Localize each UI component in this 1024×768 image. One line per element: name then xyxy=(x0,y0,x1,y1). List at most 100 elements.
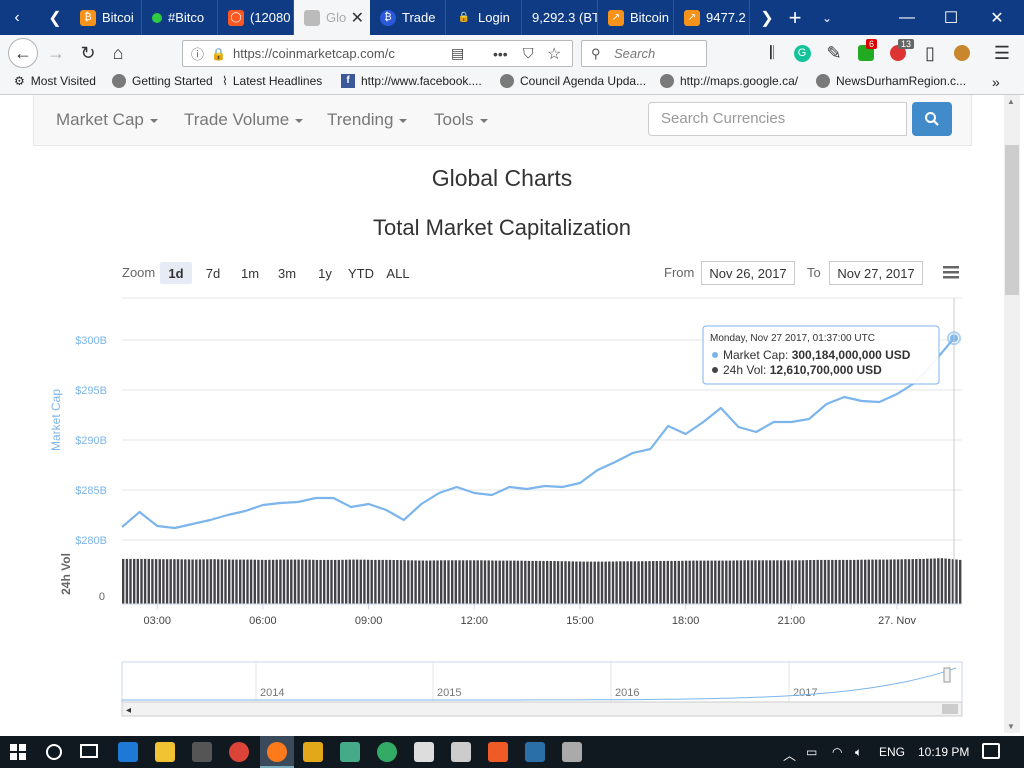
zoom-7d-button[interactable]: 7d xyxy=(205,265,221,281)
to-date-input[interactable]: Nov 27, 2017 xyxy=(829,261,923,285)
firefox-taskbar-button[interactable] xyxy=(260,736,294,768)
reader-view-icon[interactable]: ▤ xyxy=(451,45,465,61)
bookmarks-overflow-icon[interactable]: » xyxy=(992,74,1000,90)
task-view-icon[interactable] xyxy=(80,744,98,758)
volume-bar xyxy=(535,560,538,604)
library-icon[interactable]: 𝄃 xyxy=(769,42,775,63)
clock[interactable]: 10:19 PM xyxy=(918,745,970,759)
volume-bar xyxy=(805,560,808,604)
wifi-icon[interactable]: ◠ xyxy=(832,745,843,759)
tab-trade[interactable]: ₿ Trade xyxy=(370,0,446,35)
scroll-up-icon[interactable]: ▲ xyxy=(1007,97,1015,106)
y-tick-label: $280B xyxy=(75,535,107,547)
tray-overflow-icon[interactable]: ︿ xyxy=(783,748,797,763)
currency-search-button[interactable] xyxy=(912,102,952,136)
bookmark-most-visited[interactable]: ⚙ Most Visited xyxy=(14,74,96,88)
tab-login[interactable]: 🔒 Login xyxy=(446,0,522,35)
window-close-icon[interactable]: ✕ xyxy=(990,9,1004,27)
mail-icon[interactable] xyxy=(414,742,434,762)
navigator-handle[interactable] xyxy=(943,667,951,683)
action-center-icon[interactable] xyxy=(982,743,1000,759)
tab-bitcoin-1[interactable]: ₿ Bitcoi xyxy=(70,0,142,35)
zoom-all-button[interactable]: ALL xyxy=(386,265,410,281)
hamburger-menu-icon[interactable]: ☰ xyxy=(993,42,1011,63)
file-explorer-icon[interactable] xyxy=(155,742,175,762)
zoom-ytd-button[interactable]: YTD xyxy=(348,265,374,281)
tab-bitcoin-hashtag[interactable]: #Bitco xyxy=(142,0,218,35)
from-date-input[interactable]: Nov 26, 2017 xyxy=(701,261,795,285)
navigator[interactable] xyxy=(121,661,963,703)
volume-bar xyxy=(831,559,834,604)
browser-search-field[interactable]: ⚲ Search xyxy=(581,40,707,67)
adblock-icon[interactable] xyxy=(884,39,912,67)
list-all-tabs-icon[interactable]: ⌄ xyxy=(821,10,833,25)
scroll-down-icon[interactable]: ▼ xyxy=(1007,722,1015,731)
volume-bar xyxy=(502,560,505,604)
calculator-icon[interactable] xyxy=(451,742,471,762)
tab-close-icon[interactable]: ✕ xyxy=(350,9,364,27)
navigator-scroll-thumb[interactable] xyxy=(942,704,958,714)
edge-icon[interactable] xyxy=(118,742,138,762)
grammarly-icon[interactable]: G xyxy=(788,39,816,67)
store-icon[interactable] xyxy=(192,742,212,762)
language-indicator[interactable]: ENG xyxy=(879,745,906,759)
bookmark-council-agenda[interactable]: Council Agenda Upda... xyxy=(500,74,646,88)
pocket-icon[interactable]: ⛉ xyxy=(523,45,534,61)
calculator-grid-icon[interactable] xyxy=(303,742,323,762)
monkey-extension-icon[interactable] xyxy=(948,39,976,67)
tab-scroll-left-icon[interactable]: ‹ xyxy=(14,8,20,26)
zoom-1m-button[interactable]: 1m xyxy=(240,265,260,281)
back-button[interactable]: ← xyxy=(8,38,38,68)
maximize-icon[interactable]: ☐ xyxy=(943,9,959,27)
bookmark-star-icon[interactable]: ☆ xyxy=(547,45,562,63)
tab-btc-price[interactable]: 9,292.3 (BT xyxy=(522,0,598,35)
market-cap-chart[interactable]: $280B $285B $290B $295B $300B Market Cap 0 24h … xyxy=(0,290,1004,730)
volume-icon[interactable]: 🔈︎ xyxy=(855,745,863,759)
nav-market-cap[interactable]: Market Cap xyxy=(56,110,158,130)
url-bar[interactable]: ⓘ 🔒 https://coinmarketcap.com/c ▤ ••• ⛉ … xyxy=(182,40,573,67)
tab-bitcoin-2[interactable]: ↗ Bitcoin xyxy=(598,0,674,35)
battery-icon[interactable]: ▭ xyxy=(806,745,818,759)
extension-green-icon[interactable] xyxy=(852,39,880,67)
minimize-icon[interactable]: — xyxy=(899,8,915,26)
info-icon[interactable]: ⓘ xyxy=(191,47,205,62)
forward-button[interactable]: → xyxy=(47,42,65,63)
firefox-icon xyxy=(267,742,287,762)
tab-notifications[interactable]: ◯ (12080 xyxy=(218,0,294,35)
new-tab-icon[interactable]: + xyxy=(788,4,802,30)
zoom-1y-button[interactable]: 1y xyxy=(318,265,332,281)
photos-icon[interactable] xyxy=(562,742,582,762)
zoom-3m-button[interactable]: 3m xyxy=(277,265,297,281)
bookmark-latest-headlines[interactable]: ⌇ Latest Headlines xyxy=(222,74,323,88)
cortana-icon[interactable] xyxy=(46,744,62,760)
windows-start-icon[interactable] xyxy=(10,744,26,765)
page-actions-icon[interactable]: ••• xyxy=(493,45,508,62)
volume-bar xyxy=(217,559,220,604)
zoom-1d-button[interactable]: 1d xyxy=(160,262,192,284)
tab-back-chevron-icon[interactable]: ❮ xyxy=(48,9,62,27)
app-x-icon[interactable] xyxy=(525,742,545,762)
brave-icon[interactable] xyxy=(488,742,508,762)
eyedropper-icon[interactable]: ✎ xyxy=(826,42,842,63)
reload-button[interactable]: ↻ xyxy=(80,42,96,63)
paint-icon[interactable] xyxy=(340,742,360,762)
navigator-scrollbar[interactable] xyxy=(121,701,963,717)
bookmark-getting-started[interactable]: Getting Started xyxy=(112,74,213,88)
scrollbar-thumb[interactable] xyxy=(1005,145,1019,295)
menu-icon xyxy=(943,266,959,279)
sidebar-icon[interactable]: ▯ xyxy=(925,42,935,63)
chrome-icon[interactable] xyxy=(229,742,249,762)
chart-menu-button[interactable] xyxy=(941,263,963,281)
globe-app-icon[interactable] xyxy=(377,742,397,762)
currency-search-input[interactable]: Search Currencies xyxy=(648,102,907,136)
tab-price-2[interactable]: ↗ 9477.2 xyxy=(674,0,750,35)
nav-tools[interactable]: Tools xyxy=(434,110,488,130)
nav-trending[interactable]: Trending xyxy=(327,110,408,130)
bookmark-google-maps[interactable]: http://maps.google.ca/ xyxy=(660,74,798,88)
tab-global-charts[interactable]: Glo ✕ xyxy=(294,0,370,35)
bookmark-facebook[interactable]: f http://www.facebook.... xyxy=(341,74,482,88)
home-button[interactable]: ⌂ xyxy=(112,42,124,63)
tab-scroll-right-icon[interactable]: ❯ xyxy=(760,9,774,27)
bookmark-news-durham[interactable]: NewsDurhamRegion.c... xyxy=(816,74,966,88)
nav-trade-volume[interactable]: Trade Volume xyxy=(184,110,304,130)
